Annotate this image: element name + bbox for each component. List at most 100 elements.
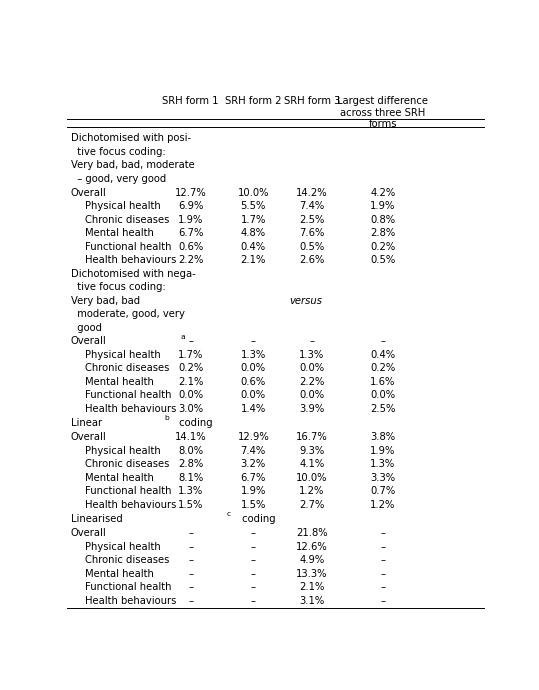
- Text: Health behaviours: Health behaviours: [85, 404, 176, 414]
- Text: a: a: [180, 333, 185, 339]
- Text: 3.0%: 3.0%: [178, 404, 203, 414]
- Text: 2.8%: 2.8%: [370, 228, 396, 238]
- Text: Mental health: Mental health: [85, 377, 154, 387]
- Text: –: –: [309, 336, 314, 346]
- Text: 2.5%: 2.5%: [299, 215, 324, 224]
- Text: Chronic diseases: Chronic diseases: [85, 215, 169, 224]
- Text: Chronic diseases: Chronic diseases: [85, 555, 169, 565]
- Text: Physical health: Physical health: [85, 446, 161, 456]
- Text: coding: coding: [176, 418, 213, 428]
- Text: 12.9%: 12.9%: [237, 433, 269, 442]
- Text: –: –: [251, 555, 256, 565]
- Text: –: –: [188, 555, 193, 565]
- Text: 0.5%: 0.5%: [370, 255, 396, 265]
- Text: Functional health: Functional health: [85, 486, 171, 496]
- Text: 7.4%: 7.4%: [299, 201, 324, 211]
- Text: 2.7%: 2.7%: [299, 500, 324, 510]
- Text: 1.3%: 1.3%: [240, 350, 266, 359]
- Text: 7.6%: 7.6%: [299, 228, 324, 238]
- Text: SRH form 2: SRH form 2: [225, 96, 281, 106]
- Text: –: –: [251, 542, 256, 552]
- Text: 4.1%: 4.1%: [299, 460, 324, 469]
- Text: 3.9%: 3.9%: [299, 404, 324, 414]
- Text: –: –: [380, 542, 385, 552]
- Text: 2.8%: 2.8%: [178, 460, 203, 469]
- Text: Mental health: Mental health: [85, 228, 154, 238]
- Text: 1.4%: 1.4%: [240, 404, 266, 414]
- Text: 1.9%: 1.9%: [370, 201, 396, 211]
- Text: Functional health: Functional health: [85, 391, 171, 400]
- Text: SRH form 3: SRH form 3: [284, 96, 340, 106]
- Text: –: –: [188, 582, 193, 593]
- Text: 1.7%: 1.7%: [240, 215, 266, 224]
- Text: Chronic diseases: Chronic diseases: [85, 364, 169, 373]
- Text: 16.7%: 16.7%: [296, 433, 328, 442]
- Text: –: –: [380, 529, 385, 538]
- Text: Largest difference
across three SRH
forms: Largest difference across three SRH form…: [337, 96, 429, 129]
- Text: 0.4%: 0.4%: [370, 350, 395, 359]
- Text: Very bad, bad: Very bad, bad: [71, 296, 143, 306]
- Text: 0.5%: 0.5%: [299, 241, 324, 252]
- Text: 2.2%: 2.2%: [178, 255, 203, 265]
- Text: good: good: [71, 323, 102, 333]
- Text: c: c: [227, 511, 231, 518]
- Text: –: –: [188, 542, 193, 552]
- Text: SRH form 1: SRH form 1: [162, 96, 219, 106]
- Text: versus: versus: [289, 296, 323, 306]
- Text: 2.1%: 2.1%: [299, 582, 324, 593]
- Text: 1.2%: 1.2%: [299, 486, 324, 496]
- Text: 0.6%: 0.6%: [240, 377, 266, 387]
- Text: 1.9%: 1.9%: [240, 486, 266, 496]
- Text: 0.2%: 0.2%: [370, 364, 396, 373]
- Text: Functional health: Functional health: [85, 241, 171, 252]
- Text: Physical health: Physical health: [85, 350, 161, 359]
- Text: 2.2%: 2.2%: [299, 377, 324, 387]
- Text: 5.5%: 5.5%: [240, 201, 266, 211]
- Text: 3.3%: 3.3%: [370, 473, 395, 483]
- Text: –: –: [380, 555, 385, 565]
- Text: tive focus coding:: tive focus coding:: [71, 282, 165, 292]
- Text: –: –: [251, 529, 256, 538]
- Text: Physical health: Physical health: [85, 201, 161, 211]
- Text: 2.1%: 2.1%: [240, 255, 266, 265]
- Text: 9.3%: 9.3%: [299, 446, 324, 456]
- Text: 1.7%: 1.7%: [178, 350, 203, 359]
- Text: –: –: [188, 336, 193, 346]
- Text: 14.2%: 14.2%: [296, 188, 328, 197]
- Text: 12.7%: 12.7%: [175, 188, 206, 197]
- Text: 0.0%: 0.0%: [241, 391, 266, 400]
- Text: 1.3%: 1.3%: [178, 486, 203, 496]
- Text: 10.0%: 10.0%: [296, 473, 328, 483]
- Text: 2.5%: 2.5%: [370, 404, 396, 414]
- Text: Overall: Overall: [71, 336, 107, 346]
- Text: 3.8%: 3.8%: [370, 433, 395, 442]
- Text: 4.8%: 4.8%: [241, 228, 266, 238]
- Text: 0.6%: 0.6%: [178, 241, 203, 252]
- Text: –: –: [188, 596, 193, 606]
- Text: Health behaviours: Health behaviours: [85, 255, 176, 265]
- Text: Overall: Overall: [71, 433, 107, 442]
- Text: 1.9%: 1.9%: [370, 446, 396, 456]
- Text: Chronic diseases: Chronic diseases: [85, 460, 169, 469]
- Text: Overall: Overall: [71, 529, 107, 538]
- Text: Overall: Overall: [71, 188, 107, 197]
- Text: 0.2%: 0.2%: [178, 364, 203, 373]
- Text: 1.2%: 1.2%: [370, 500, 396, 510]
- Text: 0.0%: 0.0%: [241, 364, 266, 373]
- Text: Linear: Linear: [71, 418, 102, 428]
- Text: 8.0%: 8.0%: [178, 446, 203, 456]
- Text: Dichotomised with posi-: Dichotomised with posi-: [71, 133, 191, 144]
- Text: – good, very good: – good, very good: [71, 174, 166, 184]
- Text: –: –: [380, 336, 385, 346]
- Text: 10.0%: 10.0%: [238, 188, 269, 197]
- Text: –: –: [380, 596, 385, 606]
- Text: –: –: [380, 582, 385, 593]
- Text: 14.1%: 14.1%: [175, 433, 206, 442]
- Text: 1.5%: 1.5%: [240, 500, 266, 510]
- Text: 0.0%: 0.0%: [370, 391, 395, 400]
- Text: 0.0%: 0.0%: [299, 391, 324, 400]
- Text: 1.6%: 1.6%: [370, 377, 396, 387]
- Text: –: –: [380, 569, 385, 579]
- Text: moderate, good, very: moderate, good, very: [71, 309, 184, 319]
- Text: coding: coding: [239, 514, 275, 524]
